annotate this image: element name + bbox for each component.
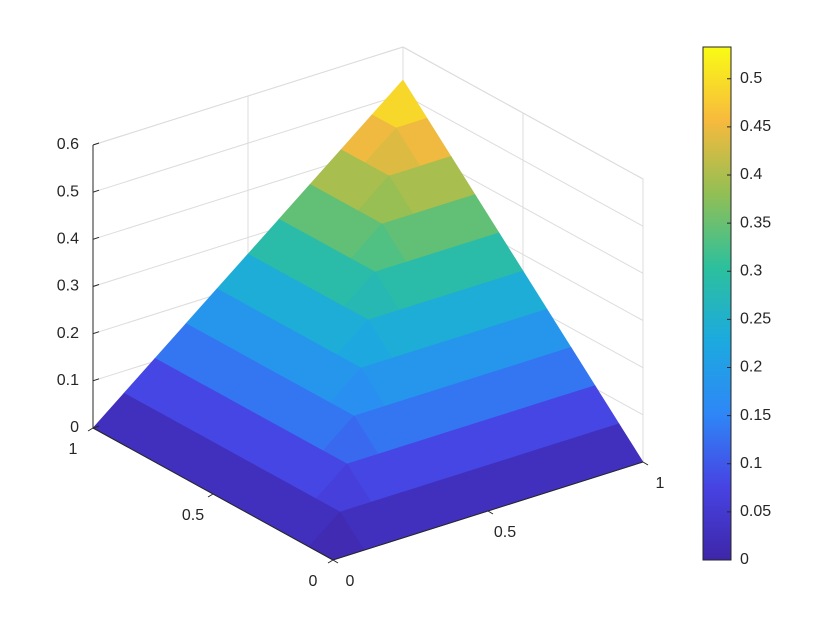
colorbar-tick-label: 0.5 [740, 70, 762, 87]
z-tick-label: 0.3 [57, 278, 79, 295]
z-tick-label: 0.4 [57, 231, 79, 248]
colorbar-tick-label: 0.3 [740, 262, 762, 279]
y-tick-label: 0.5 [182, 507, 204, 524]
colorbar-tick-label: 0 [740, 551, 749, 568]
z-tick-label: 0.6 [57, 136, 79, 153]
x-tick-label: 0.5 [494, 524, 516, 541]
z-tick [92, 189, 100, 193]
colorbar-tick-label: 0.25 [740, 311, 771, 328]
y-tick [327, 559, 334, 564]
y-tick [207, 493, 214, 498]
tick-labels: 0 0.1 0.2 0.3 0.4 0.5 0.6 0 0.5 1 0 0.5 1 [57, 136, 665, 590]
x-tick [332, 559, 339, 564]
colorbar-scale [702, 46, 732, 561]
colorbar-tick-label: 0.35 [740, 214, 771, 231]
x-tick [642, 461, 649, 466]
colorbar-tick-label: 0.05 [740, 503, 771, 520]
z-tick [92, 236, 100, 240]
z-tick-label: 0.5 [57, 183, 79, 200]
surface [92, 79, 644, 561]
z-tick-label: 0.2 [57, 325, 79, 342]
colorbar-tick-label: 0.15 [740, 407, 771, 424]
x-tick-label: 1 [656, 475, 665, 492]
colorbar-tick-label: 0.2 [740, 359, 762, 376]
colorbar-tick-label: 0.1 [740, 455, 762, 472]
colorbar-tick-label: 0.4 [740, 166, 762, 183]
colorbar: 0 0.05 0.1 0.15 0.2 0.25 0.3 0.35 0.4 0.45 0.5 [702, 46, 771, 568]
colorbar-tick-label: 0.45 [740, 118, 771, 135]
z-tick [92, 142, 100, 146]
z-tick-label: 0.1 [57, 372, 79, 389]
x-tick [487, 510, 494, 515]
z-tick [92, 331, 100, 335]
y-tick-label: 0 [309, 573, 318, 590]
y-tick-label: 1 [69, 441, 78, 458]
z-tick-label: 0 [70, 419, 79, 436]
z-tick [92, 378, 100, 382]
z-tick [92, 284, 100, 287]
y-tick [87, 427, 94, 432]
x-tick-label: 0 [346, 573, 355, 590]
z-tick [92, 425, 100, 429]
